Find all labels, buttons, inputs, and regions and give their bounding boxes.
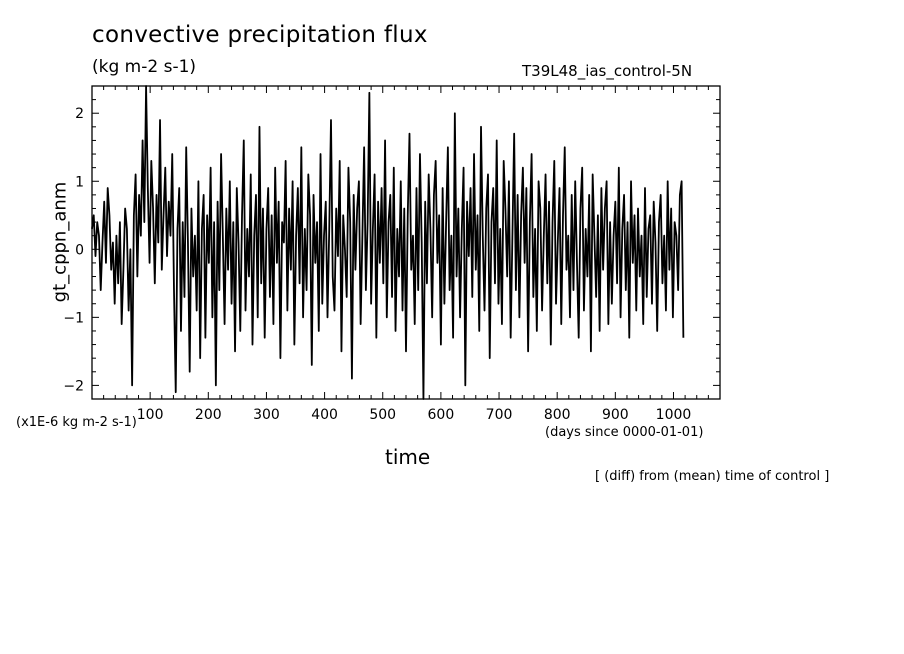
x-tick-label: 800	[544, 407, 571, 423]
series-line	[91, 85, 685, 400]
y-tick-label: −1	[63, 310, 84, 326]
y-tick-label: −2	[63, 378, 84, 394]
axis-tick-labels: 100 200 300 400 500 600 700 800 900 1000 −2 −1 0 1 2	[63, 106, 691, 423]
x-units-note: (days since 0000-01-01)	[545, 425, 704, 440]
x-tick-label: 300	[253, 407, 280, 423]
x-tick-label: 200	[195, 407, 222, 423]
run-label: T39L48_ias_control-5N	[522, 62, 693, 80]
x-axis-label: time	[385, 445, 431, 469]
chart-title: convective precipitation flux	[92, 22, 428, 48]
x-tick-label: 100	[137, 407, 164, 423]
x-tick-label: 500	[369, 407, 396, 423]
x-tick-label: 900	[602, 407, 629, 423]
y-axis-label: gt_cppn_anm	[49, 181, 71, 303]
footnote: [ (diff) from (mean) time of control ]	[595, 469, 830, 484]
x-tick-label: 700	[486, 407, 513, 423]
y-scale-note: (x1E-6 kg m-2 s-1)	[16, 415, 137, 430]
x-tick-label: 400	[311, 407, 338, 423]
y-tick-label: 2	[75, 106, 84, 122]
axis-ticks	[92, 85, 720, 400]
x-tick-label: 1000	[656, 407, 692, 423]
y-tick-label: 0	[75, 242, 84, 258]
y-tick-label: 1	[75, 174, 84, 190]
chart-units: (kg m-2 s-1)	[92, 57, 197, 77]
x-tick-label: 600	[428, 407, 455, 423]
